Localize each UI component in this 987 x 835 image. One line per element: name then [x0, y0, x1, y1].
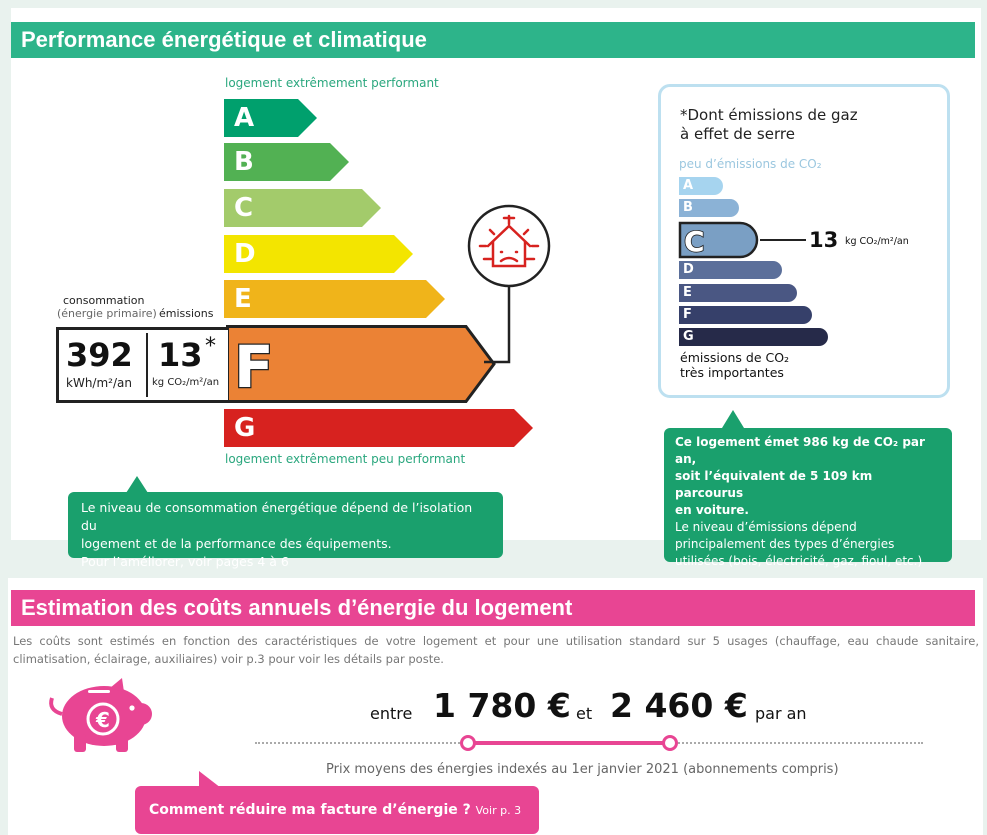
consumption-header: consommation — [63, 294, 145, 307]
energy-class-f-letter: F — [234, 333, 274, 401]
ghg-title-line1: *Dont émissions de gaz — [680, 106, 858, 124]
ghg-class-a-letter: A — [683, 178, 694, 193]
ghg-unit: kg CO₂/m²/an — [845, 236, 909, 247]
consumption-tip-line2: logement et de la performance des équipe… — [81, 536, 392, 551]
ghg-value: 13 — [809, 228, 839, 252]
ghg-class-d-bar: D — [679, 261, 782, 279]
consumption-value: 392 — [66, 336, 133, 374]
energy-class-a-bar: A — [224, 99, 317, 137]
cost-range-min-marker — [460, 735, 476, 751]
reduce-bill-tip[interactable]: Comment réduire ma facture d’énergie ? V… — [135, 786, 539, 834]
energy-class-b-letter: B — [234, 147, 254, 177]
emissions-asterisk: * — [205, 334, 216, 359]
consumption-box — [56, 327, 228, 403]
ghg-class-b-letter: B — [683, 200, 693, 215]
emissions-unit: kg CO₂/m²/an — [152, 377, 220, 388]
ghg-title-line2: à effet de serre — [680, 125, 795, 143]
ghg-class-b-bar: B — [679, 199, 739, 217]
energy-class-d-letter: D — [234, 239, 256, 269]
prices-note: Prix moyens des énergies indexés au 1er … — [326, 762, 839, 777]
energy-scale-bottom-label: logement extrêmement peu performant — [225, 452, 466, 466]
consumption-tip: Le niveau de consommation énergétique dé… — [68, 492, 503, 569]
ghg-tip-bold3: en voiture. — [675, 503, 749, 517]
ghg-pointer-line — [760, 239, 806, 241]
consumption-tip-line1: Le niveau de consommation énergétique dé… — [81, 500, 473, 533]
ghg-class-f-letter: F — [683, 307, 692, 322]
energy-class-d-bar: D — [224, 235, 413, 273]
energy-class-e-letter: E — [234, 284, 252, 314]
ghg-class-e-bar: E — [679, 284, 797, 302]
reduce-bill-tip-ref: Voir p. 3 — [475, 804, 522, 817]
emissions-header: émissions — [159, 307, 214, 320]
ghg-tip: Ce logement émet 986 kg de CO₂ par an, s… — [664, 428, 952, 568]
ghg-class-c-letter: C — [684, 225, 705, 258]
energy-class-a-letter: A — [234, 103, 255, 133]
consumption-subheader: (énergie primaire) — [57, 307, 157, 320]
energy-class-e-bar: E — [224, 280, 445, 318]
ghg-bottom-label-line1: émissions de CO₂ — [680, 350, 790, 365]
ghg-class-c-bar-current: C — [678, 221, 759, 259]
cost-min-value: 1 780 € — [433, 686, 571, 725]
energy-class-c-bar: C — [224, 189, 381, 227]
cost-range-max-marker — [662, 735, 678, 751]
cost-and-word: et — [576, 704, 593, 723]
cost-between-word: entre — [370, 704, 413, 723]
ghg-class-d-letter: D — [683, 262, 694, 277]
ghg-tip-bold1: Ce logement émet 986 kg de CO₂ par an, — [675, 435, 925, 466]
ghg-class-e-letter: E — [683, 285, 692, 300]
consumption-unit: kWh/m²/an — [66, 376, 132, 390]
energy-scale-top-label: logement extrêmement performant — [225, 76, 439, 90]
emissions-value: 13 — [158, 336, 203, 374]
euro-symbol: € — [95, 708, 110, 732]
energy-class-b-bar: B — [224, 143, 349, 181]
consumption-divider — [146, 333, 148, 397]
piggy-bank-icon: € — [49, 678, 152, 752]
annual-costs-description: Les coûts sont estimés en fonction des c… — [13, 634, 979, 666]
ghg-tip-bold2: soit l’équivalent de 5 109 km parcourus — [675, 469, 873, 500]
consumption-tip-arrow — [126, 476, 148, 493]
reduce-bill-tip-text: Comment réduire ma facture d’énergie ? — [149, 802, 471, 818]
ghg-tip-line3: utilisées (bois, électricité, gaz, fioul… — [675, 554, 923, 568]
ghg-title: *Dont émissions de gaz à effet de serre — [680, 106, 858, 144]
energy-class-g-letter: G — [234, 413, 256, 443]
ghg-class-f-bar: F — [679, 306, 812, 324]
ghg-top-label: peu d’émissions de CO₂ — [679, 157, 822, 171]
ghg-tip-line2: principalement des types d’énergies — [675, 537, 895, 551]
cost-max-value: 2 460 € — [610, 686, 748, 725]
ghg-class-a-bar: A — [679, 177, 723, 195]
ghg-class-g-letter: G — [683, 329, 694, 344]
annual-costs-title: Estimation des coûts annuels d’énergie d… — [11, 590, 975, 626]
ghg-bottom-label-line2: très importantes — [680, 365, 784, 380]
ghg-tip-arrow — [722, 410, 744, 428]
ghg-tip-line1: Le niveau d’émissions dépend — [675, 520, 857, 534]
energy-performance-title: Performance énergétique et climatique — [11, 22, 975, 58]
energy-class-g-bar: G — [224, 409, 533, 447]
cost-per-year: par an — [755, 704, 807, 723]
energy-class-c-letter: C — [234, 193, 254, 223]
energy-class-f-bar-current: F — [226, 325, 496, 403]
emissions-house-icon — [467, 204, 551, 364]
cost-range-bar — [468, 741, 670, 745]
reduce-bill-tip-arrow — [199, 771, 221, 788]
ghg-bottom-label: émissions de CO₂ très importantes — [680, 350, 789, 380]
ghg-class-g-bar: G — [679, 328, 828, 346]
consumption-tip-line3: Pour l’améliorer, voir pages 4 à 6 — [81, 554, 289, 569]
